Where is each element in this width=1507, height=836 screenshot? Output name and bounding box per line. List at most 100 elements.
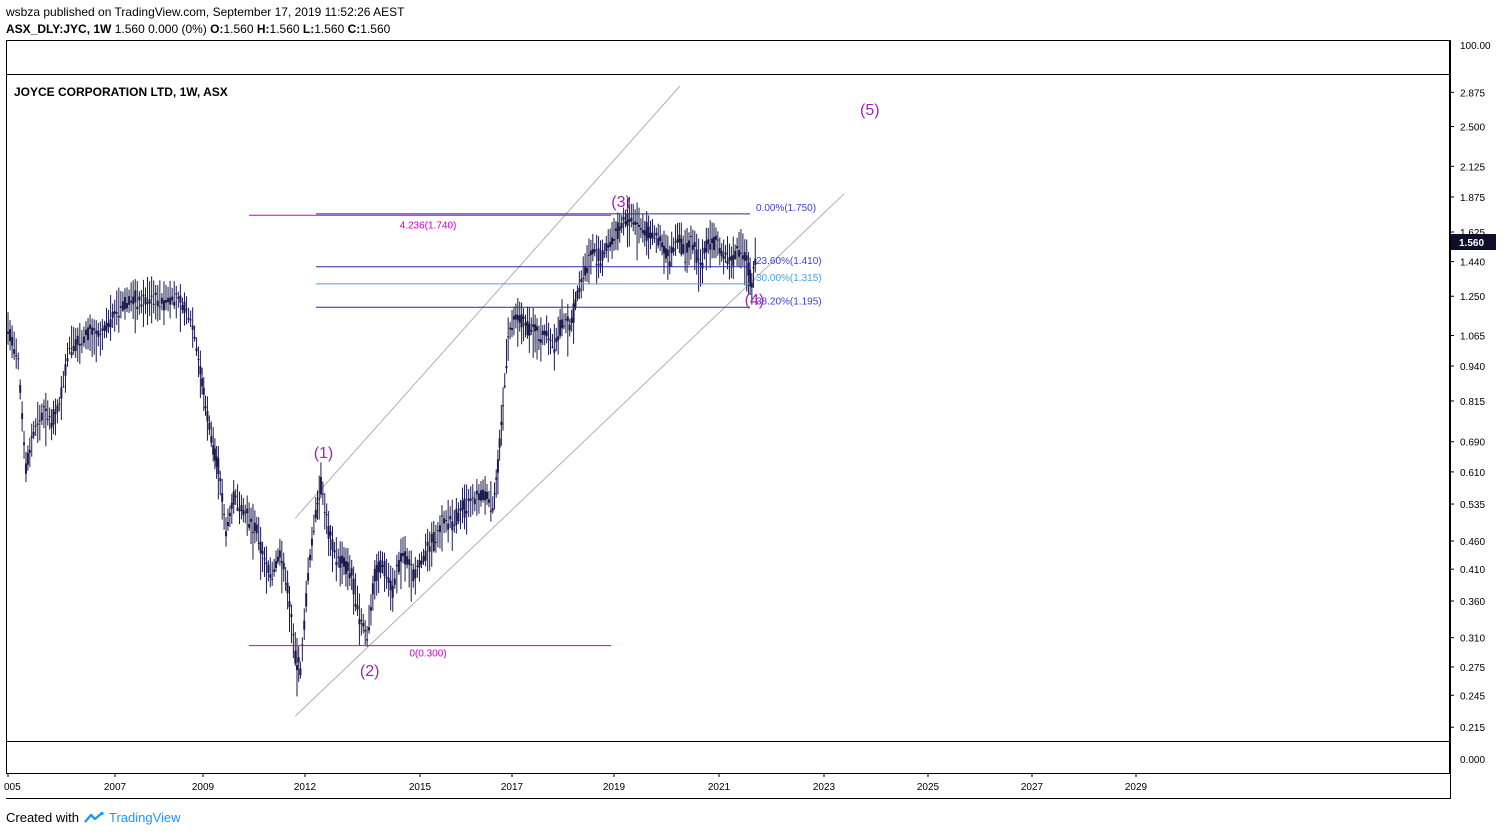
candle-body [493,493,496,495]
candle-body [7,331,9,334]
candle-body [424,550,427,561]
candle-body [162,300,165,311]
candle [597,236,600,279]
candle-body [331,539,334,550]
candle [234,489,237,505]
candle-body [199,366,202,375]
candle [64,353,67,393]
candle-body [169,297,172,305]
candle-body [383,560,386,577]
candle [93,319,96,355]
candle [676,223,679,249]
candle [486,483,489,505]
candle [19,379,22,400]
candle [183,292,186,326]
candle-body [263,558,266,560]
candle-body [649,232,652,239]
tradingview-brand[interactable]: TradingView [108,810,181,825]
candle-body [150,295,153,297]
candle-body [269,574,272,578]
candle-body [404,551,407,565]
candle-body [21,413,24,419]
candle-body [312,531,315,533]
candle [416,559,419,578]
candle [620,215,623,234]
candle-body [152,303,155,305]
candle [637,207,640,244]
candle [121,291,124,312]
candle [34,418,37,436]
candle-body [568,324,571,331]
candle [348,555,351,586]
candle [591,233,594,262]
candle [294,632,297,666]
candle-body [655,232,658,236]
fib-retracement-label-0: 0.00%(1.750) [756,203,816,214]
candle [350,559,353,590]
candle-body [173,301,176,306]
candle [603,243,606,258]
candle [318,475,321,520]
candle [530,317,533,336]
x-tick-label: 2019 [603,782,626,793]
candle-body [97,330,100,337]
candle-body [282,562,285,570]
candle-body [402,553,405,557]
candle [303,608,306,640]
candle [445,510,448,533]
candle [674,224,677,257]
candle [714,227,717,259]
candle [432,520,435,553]
candle-body [54,412,57,414]
candle-body [9,329,12,342]
candle [736,237,739,266]
candle-body [732,255,735,266]
candle [532,307,535,358]
candle-body [736,246,739,249]
candle-body [379,560,382,573]
y-tick-label: 0.245 [1460,691,1485,702]
candle [307,557,310,585]
candle [641,213,644,243]
candle [395,554,398,594]
candle [246,495,249,536]
candle [430,522,433,567]
candle [335,537,338,582]
candle-body [167,297,170,303]
y-tick-label: 1.875 [1460,193,1485,204]
candle [616,212,619,251]
candle [582,256,585,292]
candle [576,285,579,301]
candle [484,476,487,515]
candle-body [321,493,324,495]
candle-body [537,339,540,342]
candle-body [228,512,231,517]
candle-body [280,560,283,563]
candle-body [539,339,542,343]
candle-body [580,279,583,282]
candle [551,334,554,349]
candle-body [477,493,480,501]
candle [210,421,213,447]
candle-body [412,569,415,582]
candle-body [688,240,691,248]
candle [589,239,592,275]
candle-body [622,216,625,221]
candle-body [657,237,660,246]
candle [171,287,174,305]
candle [130,282,133,312]
candle [50,409,53,441]
candle-body [103,325,106,331]
candle [113,299,116,332]
candle [754,237,757,273]
candle [158,280,161,320]
candle [522,308,525,342]
candle [253,510,256,544]
candle [526,306,529,339]
candle-body [70,351,73,356]
candle [225,517,228,547]
candle [123,288,126,320]
candle-body [430,534,433,543]
candle-body [348,573,351,579]
